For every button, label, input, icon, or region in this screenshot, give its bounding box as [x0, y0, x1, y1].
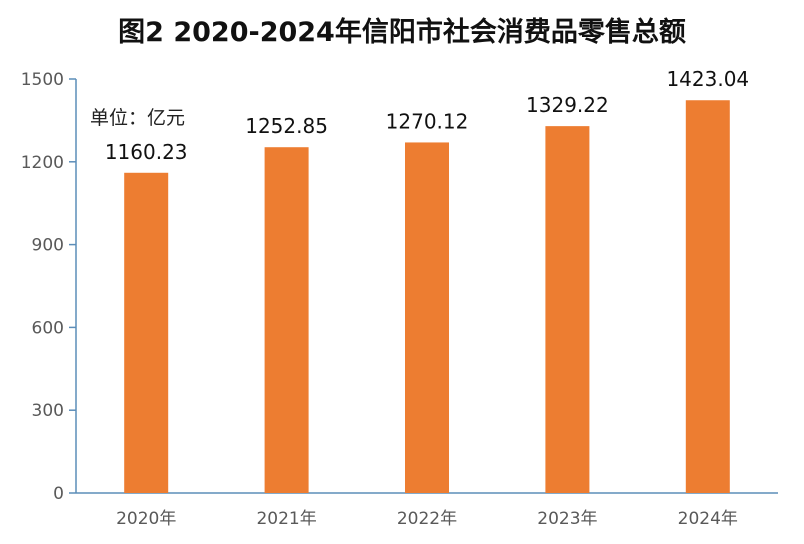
- data-labels: 1160.23 1252.85 1270.12 1329.22 1423.04: [105, 67, 749, 164]
- bar: [545, 126, 590, 493]
- bar-series: [124, 100, 730, 494]
- y-tick-label: 900: [32, 236, 64, 256]
- bar: [264, 147, 309, 494]
- x-tick-label: 2020年: [116, 509, 176, 529]
- x-tick-label: 2024年: [678, 509, 738, 529]
- bar: [405, 142, 449, 493]
- y-tick-label: 0: [53, 484, 64, 504]
- y-tick-label: 600: [32, 318, 64, 338]
- data-label: 1329.22: [526, 93, 609, 117]
- data-label: 1270.12: [386, 109, 469, 133]
- x-tick-label: 2023年: [537, 509, 597, 529]
- data-label: 1160.23: [105, 140, 188, 164]
- x-tick-label: 2022年: [397, 509, 457, 529]
- y-axis-ticks: 0 300 600 900 1200 1500: [21, 70, 76, 504]
- chart-title: 图2 2020-2024年信阳市社会消费品零售总额: [118, 16, 686, 48]
- x-tick-label: 2021年: [256, 509, 316, 529]
- data-label: 1423.04: [666, 67, 749, 91]
- unit-label: 单位：亿元: [90, 107, 185, 129]
- y-tick-label: 1500: [21, 70, 64, 90]
- y-tick-label: 1200: [21, 153, 64, 173]
- bar: [124, 172, 169, 493]
- x-axis-ticks: 2020年 2021年 2022年 2023年 2024年: [116, 509, 738, 529]
- y-tick-label: 300: [32, 401, 64, 421]
- bar: [685, 100, 730, 493]
- data-label: 1252.85: [245, 114, 328, 138]
